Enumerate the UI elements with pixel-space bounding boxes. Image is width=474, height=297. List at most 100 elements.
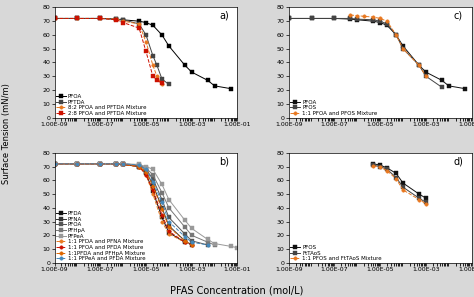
PFHpA bbox=[52, 162, 57, 165]
1:1PFDA and PFHpA Mixture bbox=[189, 243, 194, 247]
1:1 PFPeA and PFDA Mixture bbox=[189, 240, 194, 244]
1:1 PFOS and FtTAoS Mixture bbox=[377, 165, 383, 169]
Line: 1:1 PFOA and PFDA Mixture: 1:1 PFOA and PFDA Mixture bbox=[53, 162, 193, 247]
PFNA bbox=[166, 224, 172, 228]
PFOA bbox=[52, 162, 57, 165]
PFDA bbox=[120, 163, 126, 166]
1:1 PFPeA and PFDA Mixture bbox=[143, 168, 149, 171]
1:1 PFOS and FtTAoS Mixture bbox=[370, 164, 376, 168]
PFPeA bbox=[136, 163, 142, 166]
PFNA bbox=[159, 206, 165, 210]
PFPeA bbox=[205, 238, 210, 241]
1:1 PFOA and PFOS Mixture bbox=[370, 15, 376, 19]
Legend: PFOA, PFOS, 1:1 PFOA and PFOS Mixture: PFOA, PFOS, 1:1 PFOA and PFOS Mixture bbox=[291, 99, 377, 116]
PFOA bbox=[97, 162, 103, 165]
1:1 PFDA and PFNA Mixture bbox=[120, 163, 126, 166]
PFNA bbox=[120, 163, 126, 166]
PFOA bbox=[205, 79, 210, 82]
Line: FtTAoS: FtTAoS bbox=[372, 163, 428, 204]
PFDA bbox=[136, 165, 142, 168]
PFOA bbox=[228, 87, 233, 90]
8:2 PFOA and PFTDA Mixture bbox=[52, 17, 57, 20]
PFDA bbox=[97, 162, 103, 165]
1:1 PFOA and PFOS Mixture bbox=[416, 64, 422, 67]
PFTDA bbox=[150, 54, 156, 57]
PFOA bbox=[182, 64, 188, 67]
PFOS bbox=[439, 86, 445, 89]
PFOS bbox=[384, 22, 390, 26]
FtTAoS bbox=[400, 185, 406, 189]
PFOS bbox=[355, 17, 360, 21]
PFTDA bbox=[159, 77, 165, 81]
PFOA bbox=[166, 44, 172, 48]
1:1 PFOA and PFDA Mixture bbox=[74, 162, 80, 165]
1:1 PFOA and PFOS Mixture bbox=[400, 47, 406, 50]
1:1 PFOA and PFOS Mixture bbox=[423, 75, 429, 78]
PFPeA bbox=[235, 246, 240, 249]
1:1 PFOA and PFDA Mixture bbox=[189, 243, 194, 247]
PFPeA bbox=[182, 218, 188, 222]
Line: PFHpA: PFHpA bbox=[53, 162, 216, 247]
FtTAoS bbox=[416, 196, 422, 200]
PFOA bbox=[159, 33, 165, 37]
PFNA bbox=[189, 243, 194, 247]
1:1 PFOA and PFDA Mixture bbox=[120, 163, 126, 166]
PFHpA bbox=[212, 243, 218, 247]
1:1PFDA and PFHpA Mixture bbox=[159, 207, 165, 211]
1:1PFDA and PFHpA Mixture bbox=[136, 165, 142, 168]
2:8 PFOA and PFTDA Mixture bbox=[150, 75, 156, 78]
PFDA bbox=[150, 189, 156, 193]
PFOA bbox=[182, 232, 188, 236]
8:2 PFOA and PFTDA Mixture bbox=[159, 83, 165, 86]
Line: PFDA: PFDA bbox=[53, 162, 187, 244]
8:2 PFOA and PFTDA Mixture bbox=[143, 40, 149, 44]
Line: 1:1 PFDA and PFNA Mixture: 1:1 PFDA and PFNA Mixture bbox=[53, 162, 187, 244]
1:1 PFDA and PFNA Mixture bbox=[150, 192, 156, 196]
PFOA bbox=[150, 177, 156, 181]
PFNA bbox=[150, 183, 156, 186]
PFOS bbox=[400, 47, 406, 50]
PFOA bbox=[393, 33, 399, 37]
PFHpA bbox=[189, 233, 194, 237]
8:2 PFOA and PFTDA Mixture bbox=[154, 75, 160, 78]
1:1 PFOA and PFDA Mixture bbox=[143, 173, 149, 176]
1:1 PFDA and PFNA Mixture bbox=[136, 165, 142, 168]
Line: PFOS: PFOS bbox=[287, 17, 444, 89]
PFHpA bbox=[182, 225, 188, 229]
PFOS bbox=[309, 17, 314, 20]
FtTAoS bbox=[377, 165, 383, 168]
2:8 PFOA and PFTDA Mixture bbox=[52, 17, 57, 20]
PFOA bbox=[143, 168, 149, 171]
Text: d): d) bbox=[453, 156, 463, 166]
PFOA bbox=[113, 17, 119, 21]
PFPeA bbox=[120, 162, 126, 165]
PFOA bbox=[286, 17, 292, 20]
Line: PFPeA: PFPeA bbox=[53, 162, 239, 249]
PFOA bbox=[136, 164, 142, 168]
PFOA bbox=[462, 87, 467, 90]
1:1 PFOA and PFOS Mixture bbox=[377, 17, 383, 20]
Line: PFNA: PFNA bbox=[53, 162, 193, 247]
PFTDA bbox=[143, 33, 149, 37]
1:1 PFPeA and PFDA Mixture bbox=[166, 220, 172, 223]
PFOS bbox=[393, 172, 399, 175]
PFOS bbox=[423, 196, 429, 200]
PFOS bbox=[384, 166, 390, 170]
PFHpA bbox=[143, 166, 149, 170]
PFPeA bbox=[159, 183, 165, 186]
PFTDA bbox=[52, 17, 57, 20]
PFOA bbox=[377, 21, 383, 24]
1:1 PFOS and FtTAoS Mixture bbox=[393, 177, 399, 181]
1:1 PFPeA and PFDA Mixture bbox=[136, 163, 142, 167]
PFOS bbox=[393, 33, 399, 37]
8:2 PFOA and PFTDA Mixture bbox=[113, 17, 119, 21]
PFHpA bbox=[74, 162, 80, 165]
PFOS bbox=[347, 17, 353, 20]
PFOS bbox=[377, 163, 383, 167]
PFOA bbox=[120, 18, 126, 22]
PFOA bbox=[97, 17, 103, 20]
1:1 PFPeA and PFDA Mixture bbox=[120, 162, 126, 165]
2:8 PFOA and PFTDA Mixture bbox=[120, 21, 126, 24]
PFOS bbox=[370, 18, 376, 22]
PFHpA bbox=[150, 173, 156, 176]
